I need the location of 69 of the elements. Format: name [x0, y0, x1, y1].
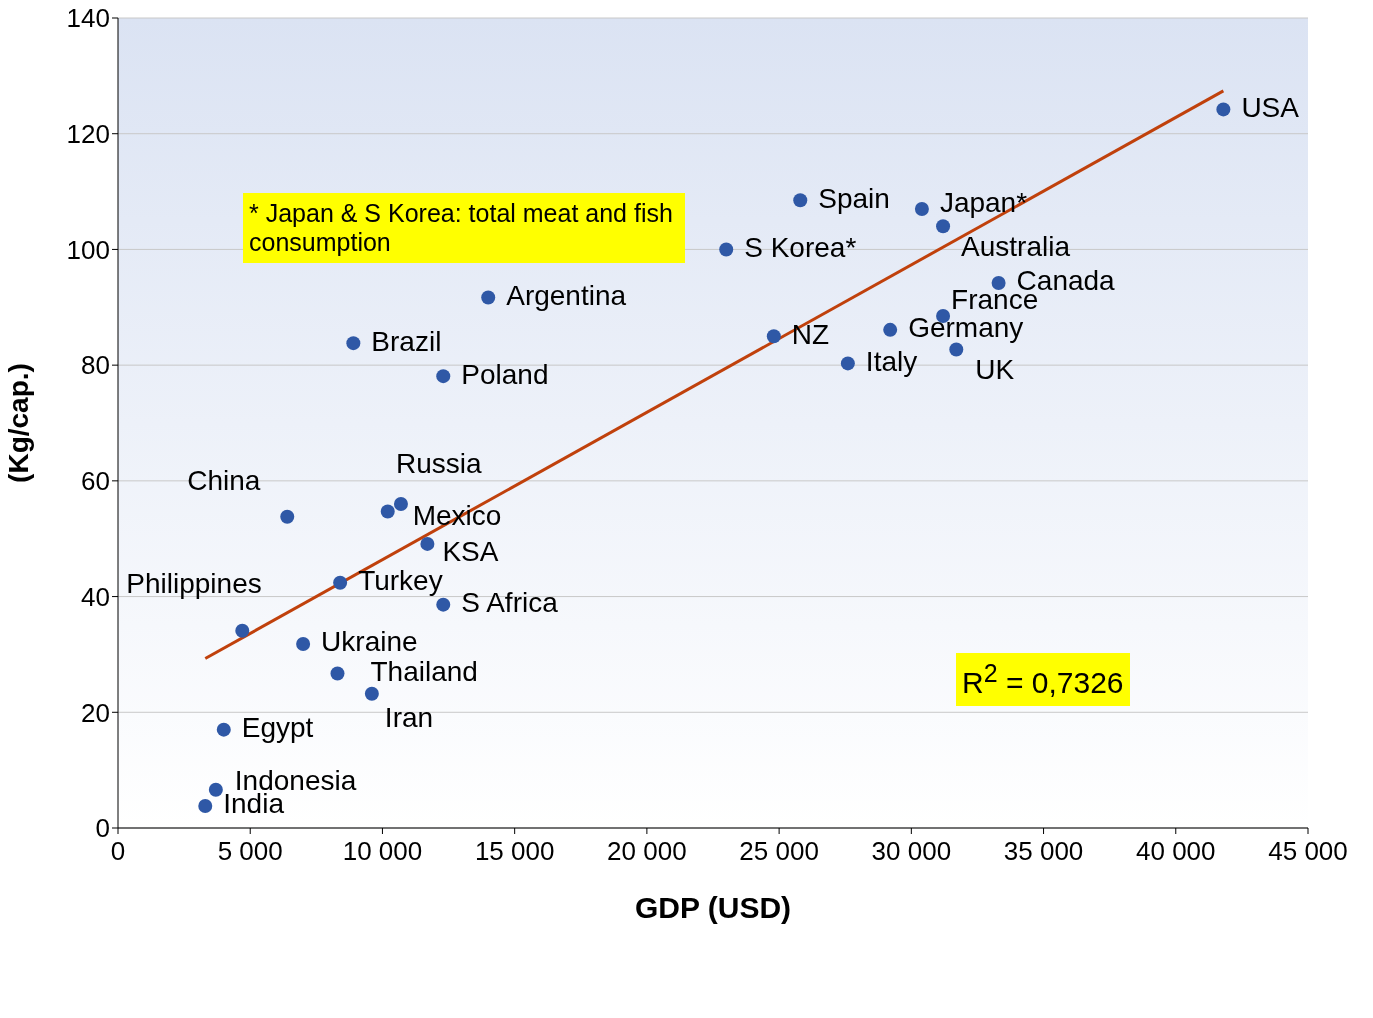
- point: [216, 722, 231, 737]
- y-tick-label: 140: [66, 3, 110, 34]
- data-label: Australia: [961, 230, 1071, 262]
- data-label: S Africa: [461, 587, 559, 619]
- point: [420, 536, 435, 551]
- point: [436, 597, 451, 612]
- point: [280, 509, 295, 524]
- x-tick-label: 35 000: [1003, 836, 1084, 867]
- data-label: UK: [975, 353, 1015, 385]
- point: [393, 497, 408, 511]
- data-label: NZ: [791, 318, 830, 350]
- y-tick-label: 120: [66, 118, 110, 149]
- data-label: Iran: [384, 702, 434, 734]
- data-label: Italy: [865, 345, 918, 377]
- data-label: Poland: [461, 358, 549, 390]
- point: [436, 369, 451, 384]
- data-label: China: [187, 465, 261, 497]
- annotation: * Japan & S Korea: total meat and fish consumption: [243, 193, 685, 263]
- point: [481, 290, 496, 305]
- y-tick-label: 0: [95, 813, 110, 844]
- point: [914, 201, 929, 216]
- point: [198, 799, 213, 814]
- data-label: Japan*: [939, 187, 1028, 219]
- annotation: R$^{2}$ = 0,7326: [956, 653, 1130, 706]
- data-label: Germany: [908, 312, 1024, 344]
- point: [883, 322, 898, 337]
- x-axis-title: GDP (USD): [634, 891, 792, 924]
- x-tick-label: 15 000: [474, 836, 555, 867]
- point: [330, 666, 345, 681]
- point: [364, 686, 379, 701]
- data-label: Argentina: [506, 279, 627, 311]
- data-label: KSA: [442, 536, 499, 568]
- y-tick-label: 40: [81, 581, 110, 612]
- point: [766, 329, 781, 344]
- x-tick-label: 25 000: [739, 836, 819, 867]
- point: [719, 242, 734, 257]
- point: [1216, 102, 1231, 117]
- point: [936, 219, 951, 234]
- y-tick-label: 60: [81, 466, 110, 497]
- data-label: Spain: [818, 182, 890, 214]
- y-axis-title: (Kg/cap.): [2, 363, 34, 483]
- data-label: Russia: [395, 448, 482, 480]
- data-label: Philippines: [126, 568, 262, 600]
- data-label: Turkey: [358, 565, 443, 597]
- point: [380, 504, 395, 519]
- point: [346, 336, 361, 351]
- point: [333, 575, 348, 590]
- x-tick-label: 40 000: [1136, 836, 1216, 867]
- y-tick-label: 20: [81, 697, 110, 728]
- x-tick-label: 10 000: [342, 836, 423, 867]
- x-tick-label: 20 000: [607, 836, 687, 867]
- data-label: USA: [1241, 91, 1300, 123]
- point: [208, 782, 223, 797]
- x-tick-label: 5 000: [217, 836, 283, 867]
- point: [949, 342, 964, 357]
- data-label: S Korea*: [744, 231, 857, 263]
- data-label: Egypt: [241, 712, 314, 744]
- point: [991, 275, 1006, 290]
- point: [235, 623, 250, 638]
- y-tick-label: 80: [81, 350, 110, 381]
- x-tick-label: 30 000: [871, 836, 952, 867]
- y-tick-label: 100: [66, 234, 110, 265]
- data-label: Ukraine: [321, 626, 418, 658]
- data-label: Brazil: [371, 325, 442, 357]
- point: [793, 193, 808, 208]
- x-tick-label: 45 000: [1268, 836, 1348, 867]
- data-label: Thailand: [370, 655, 478, 687]
- point: [296, 637, 311, 652]
- point: [840, 356, 855, 371]
